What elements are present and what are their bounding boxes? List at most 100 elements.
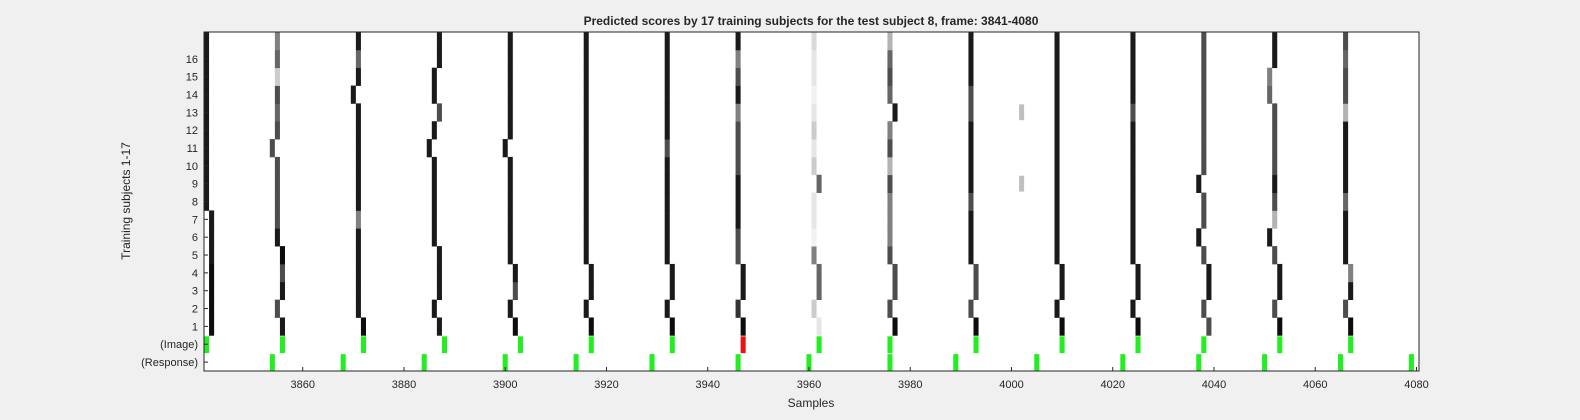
score-cell-trace-2-subject-13 — [274, 103, 280, 122]
y-tick-label: 6 — [192, 232, 198, 244]
score-cell-trace-12-subject-17 — [1054, 32, 1060, 51]
score-cell-trace-13-subject-2 — [1130, 299, 1136, 318]
score-cell-trace-8-subject-8 — [735, 192, 741, 211]
score-cell-trace-16-subject-14 — [1343, 85, 1349, 104]
score-cell-trace-5-subject-13 — [507, 103, 513, 122]
score-cell-trace-16-subject-9 — [1343, 174, 1349, 193]
score-cell-trace-9-subject-9 — [816, 174, 822, 193]
score-cell-trace-12-subject-5 — [1054, 246, 1060, 265]
score-cell-trace-3-subject-8 — [355, 192, 361, 211]
x-tick-label: 4020 — [1100, 379, 1124, 391]
score-cell-trace-13-subject-11 — [1130, 139, 1136, 158]
score-cell-trace-5-subject-15 — [507, 67, 513, 86]
score-cell-trace-15-subject-12 — [1272, 121, 1278, 140]
score-cell-trace-7-subject-7 — [664, 210, 670, 229]
score-cell-trace-4-subject-2 — [431, 299, 437, 318]
score-cell-trace-12-subject-13 — [1054, 103, 1060, 122]
score-cell-trace-15-subject-7 — [1272, 210, 1278, 229]
score-cell-trace-13-subject-16 — [1130, 49, 1136, 69]
y-tick-label: 13 — [186, 107, 198, 119]
score-cell-trace-10-subject-14 — [887, 85, 893, 104]
score-cell-trace-8-subject-11 — [735, 139, 741, 158]
score-cell-trace-12-subject-11 — [1054, 139, 1060, 158]
score-cell-trace-4-subject-9 — [431, 174, 437, 193]
score-cell-trace-12-subject-8 — [1054, 192, 1060, 211]
score-cell-trace-9-subject-17 — [811, 32, 817, 51]
x-tick-label: 4060 — [1303, 379, 1327, 391]
score-cell-trace-7-subject-15 — [664, 67, 670, 86]
score-cell-trace-16-subject-10 — [1343, 156, 1349, 176]
score-cell-trace-13-subject-13 — [1130, 103, 1136, 122]
image-event-marker-6 — [588, 336, 594, 354]
score-cell-trace-8-subject-12 — [735, 121, 741, 140]
score-cell-trace-15-subject-1 — [1277, 317, 1283, 336]
response-event-marker-1 — [269, 354, 275, 371]
score-cell-trace-14-subject-15 — [1201, 67, 1207, 86]
score-cell-trace-6-subject-8 — [583, 192, 589, 211]
score-cell-trace-8-subject-9 — [735, 174, 741, 193]
score-cell-trace-9-subject-13 — [811, 103, 817, 122]
score-cell-trace-13-subject-15 — [1130, 67, 1136, 86]
score-cell-trace-14-subject-7 — [1201, 210, 1207, 229]
score-cell-trace-4-subject-7 — [431, 210, 437, 229]
score-cell-trace-15-subject-4 — [1277, 263, 1283, 283]
response-event-marker-11 — [1034, 354, 1040, 371]
score-cell-trace-2-subject-1 — [279, 317, 285, 336]
score-cell-trace-2-subject-8 — [274, 192, 280, 211]
faint-score-cell-1-subject-13 — [1019, 104, 1025, 121]
score-cell-trace-2-subject-17 — [274, 32, 280, 51]
score-cell-trace-5-subject-8 — [507, 192, 513, 211]
score-cell-trace-1-subject-6 — [209, 228, 215, 247]
score-cell-trace-2-subject-4 — [279, 263, 285, 283]
score-cell-trace-4-subject-11 — [426, 139, 432, 158]
y-tick-label: (Image) — [160, 339, 198, 351]
score-cell-trace-12-subject-12 — [1054, 121, 1060, 140]
score-cell-trace-6-subject-11 — [583, 139, 589, 158]
score-cell-trace-8-subject-17 — [735, 32, 741, 51]
score-cell-trace-11-subject-6 — [968, 228, 974, 247]
score-cell-trace-16-subject-1 — [1348, 317, 1354, 336]
score-cell-trace-12-subject-1 — [1059, 317, 1065, 336]
score-cell-trace-16-subject-17 — [1343, 32, 1349, 51]
response-event-marker-9 — [887, 354, 893, 371]
score-cell-trace-15-subject-11 — [1272, 139, 1278, 158]
score-cell-trace-9-subject-12 — [811, 121, 817, 140]
score-cell-trace-8-subject-16 — [735, 49, 741, 69]
score-cell-trace-4-subject-6 — [431, 228, 437, 247]
x-tick-label: 3940 — [695, 379, 719, 391]
score-cell-trace-9-subject-14 — [811, 85, 817, 104]
score-cell-trace-6-subject-1 — [588, 317, 594, 336]
score-cell-trace-1-subject-4 — [209, 263, 215, 283]
response-event-marker-15 — [1338, 354, 1344, 371]
score-cell-trace-14-subject-14 — [1201, 85, 1207, 104]
score-cell-trace-15-subject-6 — [1267, 228, 1273, 247]
score-cell-trace-5-subject-10 — [507, 156, 513, 176]
score-cell-trace-3-subject-15 — [355, 67, 361, 86]
score-cell-trace-16-subject-2 — [1343, 299, 1349, 318]
score-cell-trace-2-subject-6 — [274, 228, 280, 247]
score-cell-trace-8-subject-2 — [735, 299, 741, 318]
score-cell-trace-9-subject-15 — [811, 67, 817, 86]
score-cell-trace-16-subject-7 — [1343, 210, 1349, 229]
score-cell-trace-5-subject-9 — [507, 174, 513, 193]
score-cell-trace-7-subject-5 — [664, 246, 670, 265]
score-cell-trace-3-subject-16 — [355, 49, 361, 69]
score-cell-trace-13-subject-8 — [1130, 192, 1136, 211]
score-cell-trace-4-subject-17 — [436, 32, 442, 51]
score-cell-trace-4-subject-1 — [436, 317, 442, 336]
score-cell-trace-7-subject-17 — [664, 32, 670, 51]
score-cell-trace-16-subject-16 — [1343, 49, 1349, 69]
score-cell-trace-11-subject-12 — [968, 121, 974, 140]
score-cell-trace-7-subject-2 — [664, 299, 670, 318]
score-cell-trace-3-subject-2 — [355, 299, 361, 318]
score-cell-trace-14-subject-13 — [1201, 103, 1207, 122]
chart-title: Predicted scores by 17 training subjects… — [584, 14, 1039, 28]
score-cell-trace-5-subject-6 — [507, 228, 513, 247]
score-cell-trace-7-subject-9 — [664, 174, 670, 193]
response-event-marker-14 — [1262, 354, 1268, 371]
score-cell-trace-5-subject-17 — [507, 32, 513, 51]
score-cell-trace-11-subject-4 — [973, 263, 979, 283]
image-event-marker-11 — [973, 336, 979, 354]
response-event-marker-10 — [953, 354, 959, 371]
score-cell-trace-11-subject-10 — [968, 156, 974, 176]
